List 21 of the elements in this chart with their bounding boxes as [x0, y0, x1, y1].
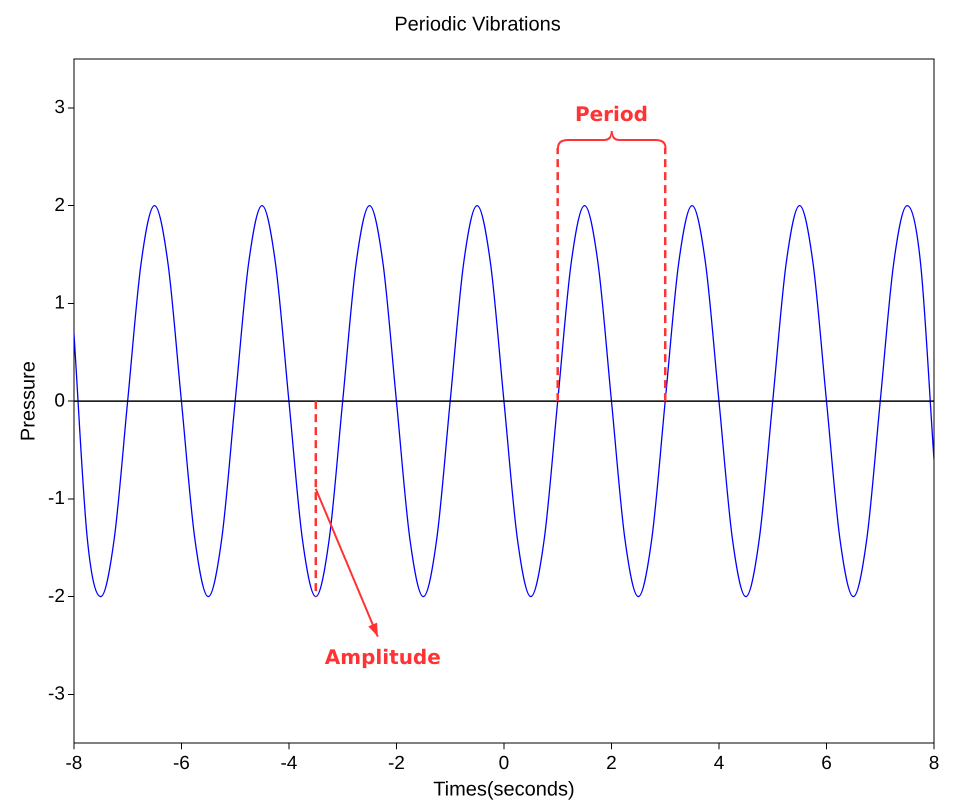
annotation: Period	[574, 102, 648, 126]
y-tick-label: 1	[54, 292, 65, 314]
x-tick-label: 6	[821, 752, 832, 774]
y-tick-label: -2	[48, 586, 65, 607]
x-axis-title: Times(seconds)	[433, 778, 575, 801]
x-tick-label: 8	[928, 752, 940, 774]
x-tick-label: -2	[388, 752, 405, 774]
x-tick-label: 4	[714, 752, 725, 774]
x-tick-label: -4	[280, 752, 298, 774]
y-tick-label: -3	[48, 684, 65, 705]
x-tick-label: -6	[172, 752, 190, 774]
y-axis-title: Pressure	[18, 361, 40, 442]
x-tick-label: 2	[606, 752, 617, 774]
x-tick-label: 0	[498, 752, 510, 774]
x-tick-label: -8	[65, 752, 82, 774]
y-tick-label: 0	[54, 390, 65, 412]
y-tick-label: -1	[48, 488, 65, 510]
y-tick-label: 2	[54, 194, 65, 216]
y-tick-label: 3	[54, 97, 65, 118]
annotation: Amplitude	[324, 644, 441, 669]
chart-title: Periodic Vibrations	[394, 14, 561, 36]
